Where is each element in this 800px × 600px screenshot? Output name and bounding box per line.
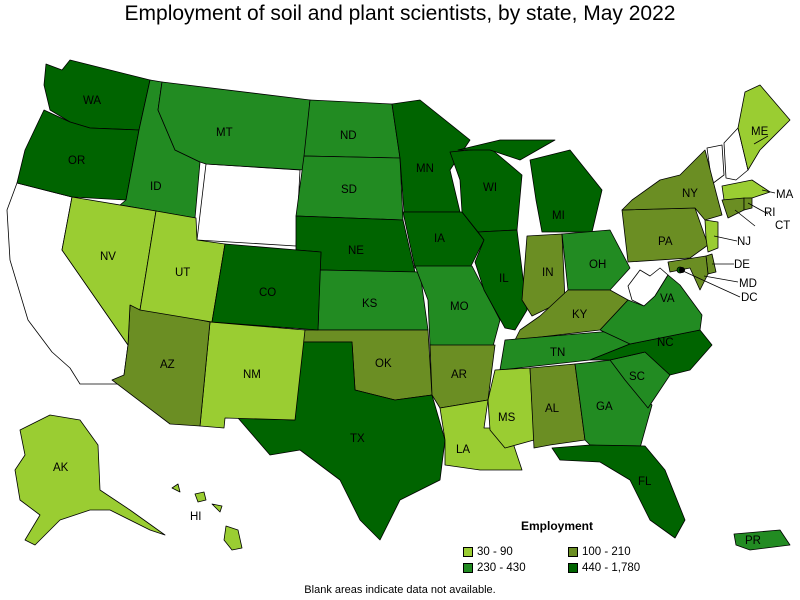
svg-text:NC: NC bbox=[657, 337, 674, 349]
svg-text:RI: RI bbox=[764, 207, 776, 219]
svg-text:CO: CO bbox=[259, 287, 276, 299]
svg-text:FL: FL bbox=[638, 476, 652, 488]
legend-swatch bbox=[463, 563, 473, 573]
legend: Employment 30 - 90 100 - 210 230 - 430 4… bbox=[463, 519, 663, 579]
state-HI[interactable] bbox=[171, 483, 243, 551]
svg-text:SC: SC bbox=[629, 371, 645, 383]
svg-text:NV: NV bbox=[100, 251, 116, 263]
svg-text:MO: MO bbox=[450, 301, 469, 313]
state-ND[interactable] bbox=[303, 99, 401, 159]
legend-label: 30 - 90 bbox=[477, 546, 513, 558]
state-labels: WA OR ID MT ND SD NE KS OK TX NM AZ NV U… bbox=[53, 95, 794, 547]
state-AK[interactable] bbox=[14, 414, 166, 546]
svg-text:WA: WA bbox=[83, 95, 101, 107]
svg-text:KS: KS bbox=[362, 298, 378, 310]
state-IL[interactable] bbox=[474, 229, 528, 331]
svg-text:SD: SD bbox=[341, 184, 357, 196]
svg-text:MS: MS bbox=[498, 412, 516, 424]
legend-label: 230 - 430 bbox=[477, 562, 526, 574]
svg-text:WI: WI bbox=[483, 182, 497, 194]
legend-item-100-210: 100 - 210 bbox=[568, 546, 631, 558]
state-RI[interactable] bbox=[743, 197, 753, 211]
legend-swatch bbox=[568, 547, 578, 557]
svg-text:MI: MI bbox=[552, 210, 565, 222]
svg-text:ND: ND bbox=[340, 130, 357, 142]
svg-text:CT: CT bbox=[775, 220, 790, 232]
svg-text:IL: IL bbox=[499, 273, 509, 285]
svg-text:OR: OR bbox=[68, 155, 85, 167]
svg-text:UT: UT bbox=[175, 267, 190, 279]
state-NY[interactable] bbox=[621, 149, 723, 221]
state-NH[interactable] bbox=[723, 127, 749, 181]
state-MD[interactable] bbox=[667, 255, 709, 291]
svg-text:DC: DC bbox=[741, 292, 758, 304]
svg-text:TX: TX bbox=[350, 433, 365, 445]
svg-text:AL: AL bbox=[545, 403, 560, 415]
state-AL[interactable] bbox=[529, 363, 586, 449]
svg-text:PA: PA bbox=[658, 236, 673, 248]
state-MN[interactable] bbox=[391, 99, 471, 213]
svg-text:IN: IN bbox=[542, 267, 554, 279]
svg-text:MA: MA bbox=[776, 189, 794, 201]
state-AZ[interactable] bbox=[111, 304, 211, 427]
legend-item-440-1780: 440 - 1,780 bbox=[568, 562, 640, 574]
footnote: Blank areas indicate data not available. bbox=[304, 584, 496, 596]
legend-swatch bbox=[568, 563, 578, 573]
svg-text:MN: MN bbox=[416, 163, 434, 175]
svg-text:VA: VA bbox=[660, 293, 675, 305]
svg-text:DE: DE bbox=[734, 259, 750, 271]
state-ME[interactable] bbox=[737, 84, 791, 171]
legend-label: 100 - 210 bbox=[582, 546, 631, 558]
svg-text:ME: ME bbox=[751, 126, 769, 138]
state-LA[interactable] bbox=[439, 399, 523, 471]
state-NJ[interactable] bbox=[704, 219, 719, 253]
map-title: Employment of soil and plant scientists,… bbox=[124, 2, 676, 25]
svg-text:NJ: NJ bbox=[737, 236, 751, 248]
svg-text:NM: NM bbox=[243, 369, 261, 381]
state-TX[interactable] bbox=[237, 341, 446, 541]
svg-text:LA: LA bbox=[456, 444, 470, 456]
state-VA[interactable] bbox=[599, 274, 703, 345]
svg-text:TN: TN bbox=[550, 347, 565, 359]
svg-text:GA: GA bbox=[596, 401, 613, 413]
leader-lines bbox=[682, 135, 776, 298]
svg-text:AK: AK bbox=[53, 462, 69, 474]
legend-title: Employment bbox=[521, 519, 594, 533]
svg-text:HI: HI bbox=[190, 511, 202, 523]
svg-text:MT: MT bbox=[216, 127, 233, 139]
state-WY[interactable] bbox=[196, 163, 301, 247]
svg-text:AZ: AZ bbox=[160, 359, 175, 371]
data-states bbox=[14, 59, 791, 551]
svg-text:NE: NE bbox=[348, 245, 364, 257]
legend-item-30-90: 30 - 90 bbox=[463, 546, 513, 558]
state-OH[interactable] bbox=[561, 229, 631, 291]
state-IA[interactable] bbox=[402, 211, 485, 269]
svg-text:MD: MD bbox=[739, 278, 757, 290]
svg-text:IA: IA bbox=[434, 233, 445, 245]
no-data-states bbox=[6, 127, 749, 385]
state-FL[interactable] bbox=[551, 444, 686, 539]
legend-item-230-430: 230 - 430 bbox=[463, 562, 526, 574]
svg-text:PR: PR bbox=[745, 535, 761, 547]
svg-text:OH: OH bbox=[589, 259, 606, 271]
legend-swatch bbox=[463, 547, 473, 557]
state-MA[interactable] bbox=[721, 179, 771, 201]
svg-text:KY: KY bbox=[572, 309, 588, 321]
state-PR[interactable] bbox=[733, 529, 791, 551]
state-PA[interactable] bbox=[621, 207, 709, 263]
svg-text:AR: AR bbox=[451, 369, 467, 381]
dc-marker bbox=[679, 267, 685, 273]
svg-text:ID: ID bbox=[150, 181, 162, 193]
state-MS[interactable] bbox=[487, 367, 535, 449]
legend-label: 440 - 1,780 bbox=[582, 562, 641, 574]
svg-text:NY: NY bbox=[682, 188, 698, 200]
state-CO[interactable] bbox=[211, 243, 322, 331]
svg-text:OK: OK bbox=[375, 358, 392, 370]
